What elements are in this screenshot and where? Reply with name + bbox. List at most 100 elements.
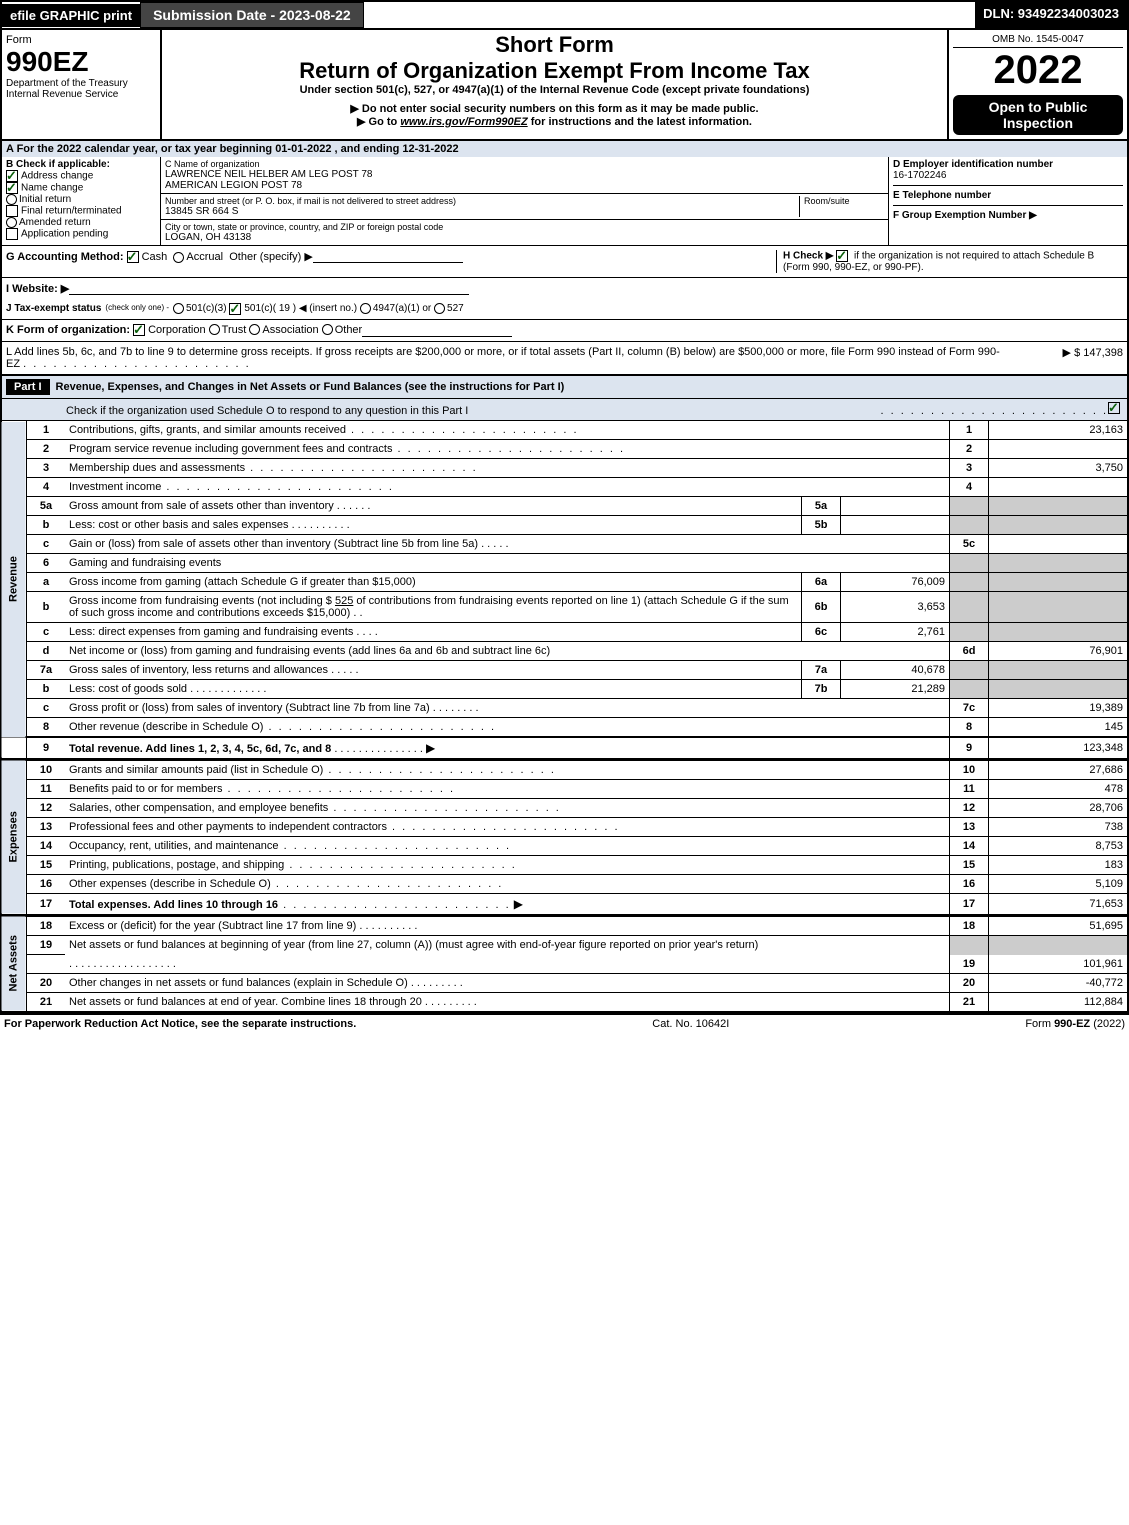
line-11-desc: Benefits paid to or for members — [69, 783, 222, 795]
dots — [23, 358, 251, 370]
radio-501c3[interactable] — [173, 303, 184, 314]
line-num: 21 — [27, 992, 66, 1012]
checkbox-final-return[interactable] — [6, 205, 18, 217]
line-21-desc: Net assets or fund balances at end of ye… — [69, 996, 422, 1008]
radio-trust[interactable] — [209, 324, 220, 335]
line-16-val: 5,109 — [989, 875, 1129, 894]
dots — [161, 481, 394, 493]
ein-label: D Employer identification number — [893, 159, 1053, 170]
line-6d-desc: Net income or (loss) from gaming and fun… — [65, 642, 950, 661]
radio-4947[interactable] — [360, 303, 371, 314]
line-5b-subval — [841, 516, 950, 535]
line-18-num: 18 — [950, 916, 989, 936]
line-6b-pre: Gross income from fundraising events (no… — [69, 595, 335, 607]
irs-label: Internal Revenue Service — [6, 89, 156, 100]
line-17-num: 17 — [950, 894, 989, 915]
line-18-val: 51,695 — [989, 916, 1129, 936]
checkbox-schedule-o[interactable] — [1108, 402, 1120, 414]
dots — [387, 821, 620, 833]
line-7a-subval: 40,678 — [841, 661, 950, 680]
org-name-1: LAWRENCE NEIL HELBER AM LEG POST 78 — [165, 169, 884, 180]
dots — [279, 840, 512, 852]
line-5b-sub: 5b — [802, 516, 841, 535]
line-num: 7a — [27, 661, 66, 680]
city-block: City or town, state or province, country… — [161, 220, 888, 245]
line-num: 16 — [27, 875, 66, 894]
shaded-cell — [989, 680, 1129, 699]
checkbox-501c[interactable] — [229, 303, 241, 315]
checkbox-application-pending[interactable] — [6, 228, 18, 240]
radio-association[interactable] — [249, 324, 260, 335]
section-b: B Check if applicable: Address change Na… — [2, 157, 161, 245]
website-label: I Website: ▶ — [6, 282, 69, 295]
line-num: 2 — [27, 440, 66, 459]
line-num: c — [27, 535, 66, 554]
section-h: H Check ▶ if the organization is not req… — [776, 250, 1123, 273]
other-org-input[interactable] — [362, 324, 512, 337]
footer-left: For Paperwork Reduction Act Notice, see … — [4, 1018, 356, 1030]
irs-link[interactable]: www.irs.gov/Form990EZ — [400, 116, 527, 128]
shaded-cell — [989, 573, 1129, 592]
main-title: Return of Organization Exempt From Incom… — [168, 58, 941, 84]
radio-527[interactable] — [434, 303, 445, 314]
shaded-cell — [950, 573, 989, 592]
line-15-num: 15 — [950, 856, 989, 875]
shaded-cell — [950, 661, 989, 680]
line-12-desc: Salaries, other compensation, and employ… — [69, 802, 328, 814]
line-1-desc: Contributions, gifts, grants, and simila… — [69, 424, 346, 436]
header-left: Form 990EZ Department of the Treasury In… — [2, 30, 162, 139]
label-amended-return: Amended return — [19, 217, 91, 228]
radio-accrual[interactable] — [173, 252, 184, 263]
line-num: 9 — [27, 737, 66, 759]
checkbox-cash[interactable] — [127, 251, 139, 263]
line-9-val: 123,348 — [989, 737, 1129, 759]
other-method-input[interactable] — [313, 250, 463, 263]
shaded-cell — [950, 936, 989, 955]
city-value: LOGAN, OH 43138 — [165, 232, 884, 243]
line-4-val — [989, 478, 1129, 497]
radio-amended-return[interactable] — [6, 217, 17, 228]
website-input[interactable] — [69, 282, 469, 295]
line-11-num: 11 — [950, 780, 989, 799]
header-right: OMB No. 1545-0047 2022 Open to Public In… — [949, 30, 1127, 139]
line-19-num: 19 — [950, 955, 989, 974]
label-address-change: Address change — [21, 171, 93, 182]
form-org-label: K Form of organization: — [6, 324, 130, 337]
line-10-num: 10 — [950, 760, 989, 780]
shaded-cell — [989, 936, 1129, 955]
shaded-cell — [950, 497, 989, 516]
line-num: d — [27, 642, 66, 661]
checkbox-name-change[interactable] — [6, 182, 18, 194]
line-6c-sub: 6c — [802, 623, 841, 642]
section-g-h: G Accounting Method: Cash Accrual Other … — [0, 246, 1129, 278]
checkbox-schedule-b[interactable] — [836, 250, 848, 262]
radio-other-org[interactable] — [322, 324, 333, 335]
shaded-cell — [950, 516, 989, 535]
tax-exempt-label: J Tax-exempt status — [6, 303, 101, 315]
line-num: a — [27, 573, 66, 592]
department: Department of the Treasury — [6, 78, 156, 89]
telephone-label: E Telephone number — [893, 190, 991, 201]
goto-line: ▶ Go to www.irs.gov/Form990EZ for instru… — [168, 115, 941, 128]
footer-right-suf: (2022) — [1090, 1018, 1125, 1030]
label-initial-return: Initial return — [19, 194, 71, 205]
checkbox-corporation[interactable] — [133, 324, 145, 336]
dln-label: DLN: 93492234003023 — [975, 2, 1127, 28]
line-num — [27, 955, 66, 974]
line-19-val: 101,961 — [989, 955, 1129, 974]
room-label: Room/suite — [804, 196, 884, 206]
line-num: 12 — [27, 799, 66, 818]
line-num: 10 — [27, 760, 66, 780]
line-6b-desc: Gross income from fundraising events (no… — [65, 592, 802, 623]
line-6a-desc: Gross income from gaming (attach Schedul… — [65, 573, 802, 592]
line-13-num: 13 — [950, 818, 989, 837]
shaded-cell — [989, 554, 1129, 573]
line-num: b — [27, 592, 66, 623]
shaded-cell — [989, 516, 1129, 535]
shaded-cell — [950, 680, 989, 699]
line-7c-num: 7c — [950, 699, 989, 718]
line-num: 13 — [27, 818, 66, 837]
dots — [271, 878, 504, 890]
line-20-val: -40,772 — [989, 973, 1129, 992]
line-7b-desc: Less: cost of goods sold — [69, 683, 187, 695]
